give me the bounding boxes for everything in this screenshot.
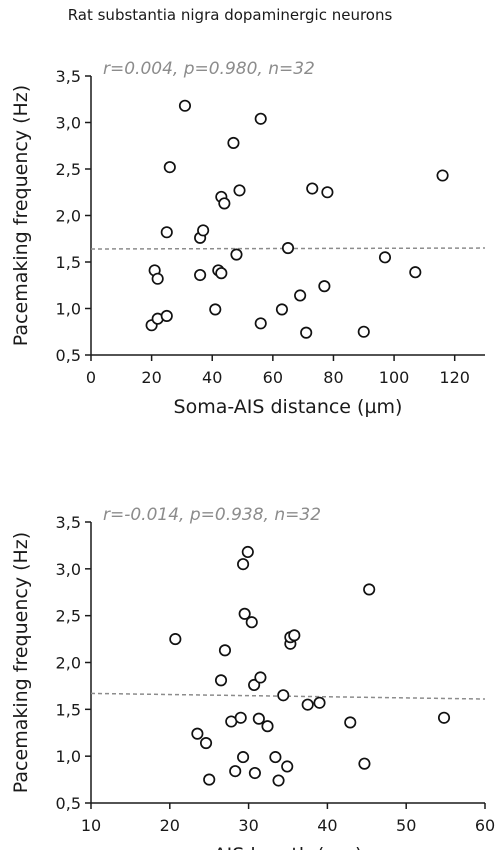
data-point [234, 711, 247, 724]
data-point [160, 309, 173, 322]
scatter-plot-soma-ais-distance: 0,5 1,0 1,5 2,0 2,5 3,0 3,5 0 20 40 60 80 100 120 Soma… [0, 40, 499, 430]
data-point [169, 633, 182, 646]
y-tick-label: 1,5 [56, 253, 81, 272]
x-tick-label: 40 [317, 816, 337, 835]
data-point [321, 186, 334, 199]
data-point [357, 325, 370, 338]
data-point [218, 197, 231, 210]
scatter-plot-1-svg: 0,5 1,0 1,5 2,0 2,5 3,0 3,5 0 20 40 60 80 100 120 Soma… [10, 59, 486, 418]
data-point [254, 671, 267, 684]
data-point [269, 751, 282, 764]
data-point [215, 267, 228, 280]
data-point [245, 616, 258, 629]
data-point [194, 268, 207, 282]
data-point [163, 161, 176, 174]
data-point [178, 99, 192, 112]
data-point [209, 303, 222, 316]
data-point [281, 760, 294, 773]
y-tick-label: 3,0 [56, 560, 81, 579]
data-point [227, 136, 240, 150]
data-point [252, 712, 265, 725]
data-point [229, 765, 242, 778]
x-tick-label: 10 [81, 816, 101, 835]
x-tick-label: 60 [263, 368, 283, 387]
data-point [288, 629, 301, 642]
scatter-plot-ais-length: 0,5 1,0 1,5 2,0 2,5 3,0 3,5 10 20 30 40 50 60 AIS len… [0, 468, 499, 850]
data-point [238, 607, 251, 620]
data-point [254, 112, 267, 125]
data-point [237, 558, 250, 571]
x-axis-label: AIS length (µm) [214, 844, 363, 850]
data-point [318, 280, 331, 293]
y-tick-label: 1,0 [56, 300, 81, 319]
x-tick-label: 20 [160, 816, 180, 835]
data-point [294, 289, 307, 302]
data-point [248, 766, 261, 780]
data-point [378, 251, 392, 264]
x-tick-label: 50 [396, 816, 416, 835]
x-tick-label: 80 [323, 368, 343, 387]
x-tick-label: 40 [202, 368, 222, 387]
x-axis-label: Soma-AIS distance (µm) [174, 396, 403, 418]
data-point [344, 716, 357, 729]
stats-annotation: r=0.004, p=0.980, n=32 [103, 59, 315, 79]
data-point [203, 773, 216, 786]
x-tick-label: 30 [238, 816, 258, 835]
data-point [230, 248, 243, 261]
data-point [241, 545, 254, 559]
data-point [199, 737, 213, 750]
data-point [233, 184, 246, 197]
data-point [277, 689, 290, 702]
data-point [358, 757, 371, 770]
y-axis-label: Pacemaking frequency (Hz) [10, 532, 32, 793]
y-tick-label: 3,5 [56, 67, 81, 86]
data-point [300, 326, 313, 339]
x-tick-label: 100 [379, 368, 410, 387]
data-point [218, 644, 232, 657]
data-point [248, 678, 261, 692]
data-point [197, 224, 210, 237]
data-point [436, 169, 449, 182]
data-point [301, 698, 314, 711]
data-point [281, 242, 295, 255]
data-point [191, 727, 204, 740]
y-tick-label: 3,5 [56, 513, 81, 532]
y-tick-label: 1,5 [56, 700, 81, 719]
data-point [306, 182, 319, 195]
data-point [409, 266, 422, 279]
x-tick-label: 20 [141, 368, 161, 387]
data-point [151, 272, 164, 285]
x-tick-label: 60 [475, 816, 495, 835]
x-tick-label: 120 [439, 368, 470, 387]
y-tick-label: 2,0 [56, 207, 81, 226]
data-point [254, 317, 267, 330]
data-point [261, 720, 274, 733]
data-point [363, 583, 376, 596]
y-tick-label: 3,0 [56, 114, 81, 133]
x-tick-label: 0 [86, 368, 96, 387]
y-tick-label: 1,0 [56, 747, 81, 766]
y-tick-label: 0,5 [56, 794, 81, 813]
y-tick-label: 2,0 [56, 654, 81, 673]
data-point [313, 696, 326, 709]
y-tick-label: 2,5 [56, 160, 81, 179]
y-tick-label: 2,5 [56, 607, 81, 626]
stats-annotation: r=-0.014, p=0.938, n=32 [103, 505, 321, 525]
data-point [214, 674, 228, 687]
data-point [275, 303, 288, 316]
data-point [272, 774, 285, 787]
data-point [237, 751, 250, 764]
y-axis-label: Pacemaking frequency (Hz) [10, 85, 32, 346]
page-title: Rat substantia nigra dopaminergic neuron… [67, 6, 393, 24]
data-point [437, 711, 451, 724]
scatter-plot-2-svg: 0,5 1,0 1,5 2,0 2,5 3,0 3,5 10 20 30 40 50 60 AIS len… [10, 505, 495, 850]
y-tick-label: 0,5 [56, 346, 81, 365]
data-point [160, 226, 173, 239]
